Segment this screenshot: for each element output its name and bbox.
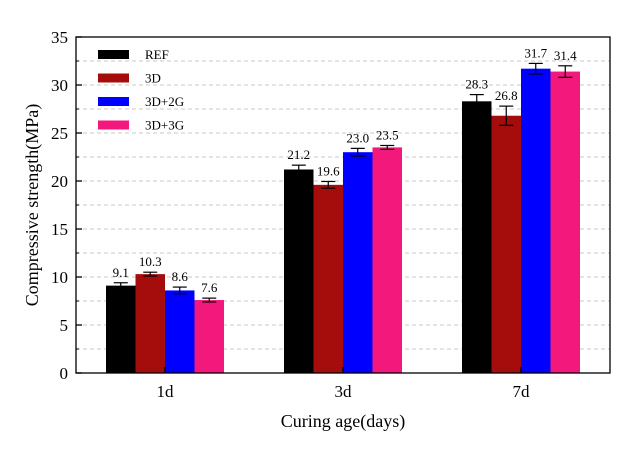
y-tick-label: 10: [51, 268, 68, 287]
legend-label: 3D+2G: [145, 94, 184, 109]
data-label: 8.6: [172, 269, 189, 284]
y-tick-label: 20: [51, 172, 68, 191]
bar-ref-3d: [284, 169, 314, 373]
legend-swatch-3d-plus-2g: [98, 97, 129, 106]
legend-label: 3D: [145, 71, 161, 86]
bar-3d-plus-2g-1d: [165, 290, 195, 373]
bar-3d-plus-3g-7d: [550, 71, 580, 373]
x-tick-label: 7d: [513, 382, 531, 401]
legend-label: REF: [145, 47, 169, 62]
data-label: 19.6: [317, 163, 340, 178]
data-label: 23.0: [346, 130, 369, 145]
data-label: 26.8: [495, 88, 518, 103]
y-axis-title: Compressive strength(MPa): [22, 104, 43, 306]
bar-3d-7d: [491, 115, 521, 373]
data-label: 23.5: [376, 127, 399, 142]
y-tick-label: 5: [60, 316, 69, 335]
data-label: 10.3: [139, 254, 162, 269]
y-tick-label: 0: [60, 364, 69, 383]
y-tick-label: 35: [51, 28, 68, 47]
bar-3d-3d: [313, 184, 343, 373]
bar-3d-plus-3g-3d: [372, 147, 402, 373]
legend-label: 3D+3G: [145, 118, 184, 133]
data-label: 31.4: [554, 48, 577, 63]
data-label: 31.7: [524, 45, 547, 60]
data-label: 21.2: [287, 147, 310, 162]
bar-ref-1d: [106, 285, 136, 373]
x-tick-label: 1d: [157, 382, 175, 401]
bars: 9.1 21.2 28.3 10.3 19.6 26.8 8.6 23.0 31.7 7.6 23.…: [106, 45, 580, 374]
bar-3d-plus-2g-3d: [343, 152, 373, 373]
bar-ref-7d: [462, 101, 492, 373]
legend-swatch-ref: [98, 50, 129, 59]
data-label: 7.6: [201, 280, 218, 295]
data-label: 9.1: [113, 265, 129, 280]
bar-3d-plus-2g-7d: [521, 68, 551, 374]
data-label: 28.3: [465, 77, 488, 92]
y-tick-label: 30: [51, 76, 68, 95]
x-tick-label: 3d: [335, 382, 353, 401]
y-tick-label: 15: [51, 220, 68, 239]
bar-3d-plus-3g-1d: [194, 300, 224, 373]
bar-3d-1d: [135, 274, 165, 373]
y-tick-label: 25: [51, 124, 68, 143]
legend: REF 3D 3D+2G 3D+3G: [98, 47, 184, 133]
axes: 0 5 10 15 20 25 30 35 1d 3d 7d: [51, 28, 611, 401]
legend-swatch-3d-plus-3g: [98, 120, 129, 130]
x-axis-title: Curing age(days): [281, 411, 405, 432]
legend-swatch-3d: [98, 73, 129, 83]
